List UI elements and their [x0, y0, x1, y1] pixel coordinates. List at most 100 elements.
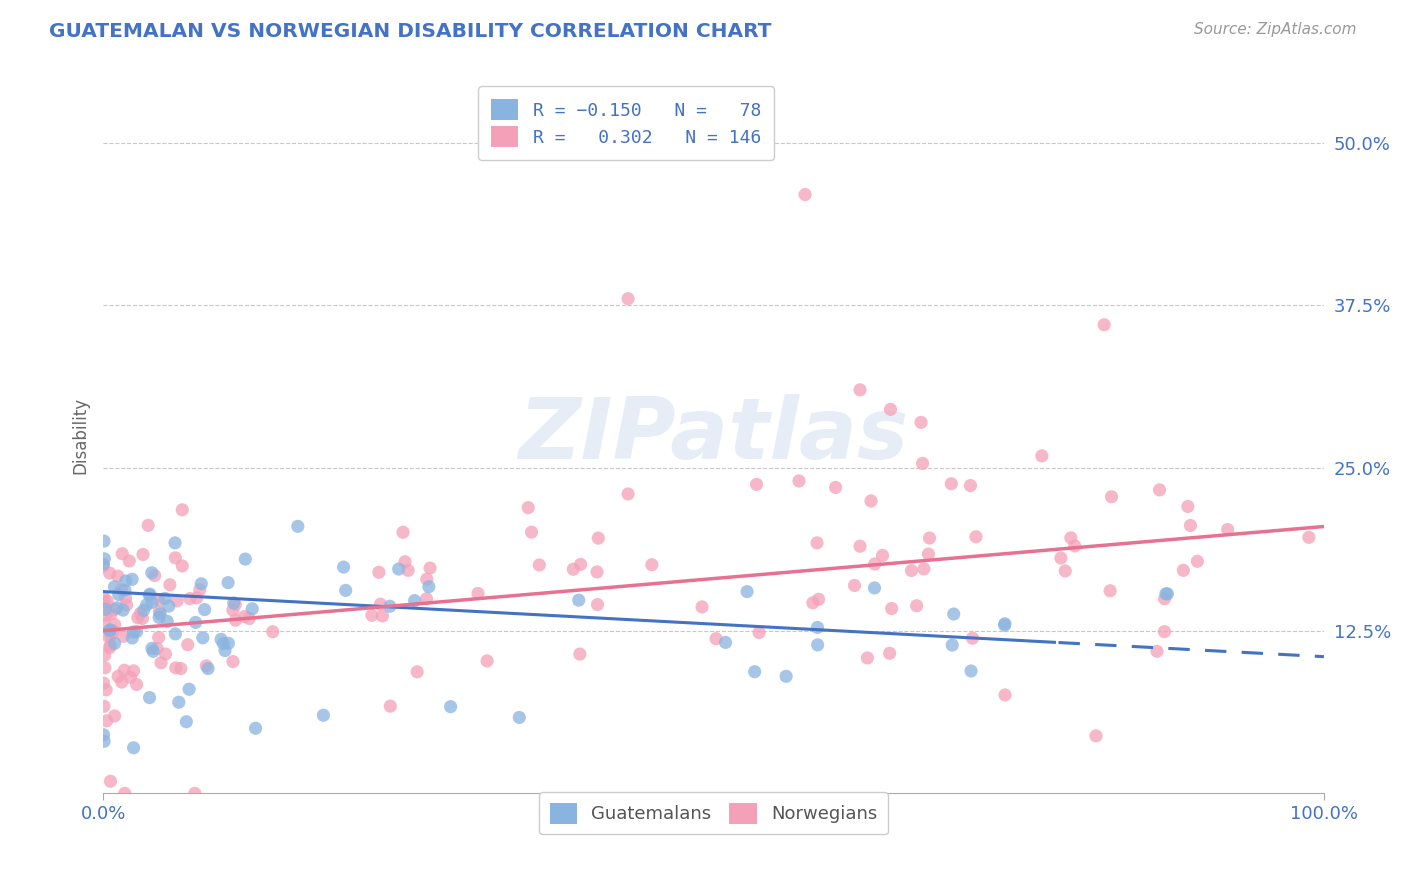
Point [787, 474, 810, 488]
Point [617, 487, 640, 501]
Point [194, 602, 217, 616]
Point [849, 383, 872, 397]
Point [806, 536, 828, 550]
Point [94, 602, 117, 616]
Point [98, 566, 121, 580]
Point [942, 607, 965, 621]
Point [176, 714, 198, 729]
Point [222, 596, 245, 610]
Point [1031, 449, 1053, 463]
Point [475, 654, 498, 668]
Point [136, 518, 159, 533]
Point [748, 625, 770, 640]
Point [225, 613, 247, 627]
Point [165, 627, 187, 641]
Point [912, 562, 935, 576]
Point [1156, 587, 1178, 601]
Point [641, 558, 664, 572]
Point [962, 631, 984, 645]
Point [179, 682, 201, 697]
Point [157, 599, 180, 614]
Point [93, 617, 115, 632]
Point [222, 655, 245, 669]
Point [238, 611, 260, 625]
Point [103, 580, 125, 594]
Point [138, 588, 160, 602]
Point [150, 656, 173, 670]
Point [94, 608, 117, 623]
Point [520, 525, 543, 540]
Point [287, 519, 309, 533]
Point [879, 402, 901, 417]
Point [214, 643, 236, 657]
Point [1187, 554, 1209, 568]
Point [107, 569, 129, 583]
Point [775, 669, 797, 683]
Point [114, 583, 136, 598]
Point [122, 740, 145, 755]
Point [1153, 591, 1175, 606]
Point [188, 582, 211, 597]
Point [911, 457, 934, 471]
Point [101, 624, 124, 638]
Point [125, 624, 148, 639]
Point [107, 669, 129, 683]
Point [184, 786, 207, 800]
Point [905, 599, 928, 613]
Point [418, 580, 440, 594]
Point [863, 557, 886, 571]
Point [179, 591, 201, 606]
Point [148, 593, 170, 607]
Point [262, 624, 284, 639]
Point [233, 552, 256, 566]
Point [529, 558, 551, 572]
Point [941, 476, 963, 491]
Point [184, 615, 207, 630]
Point [568, 593, 591, 607]
Point [114, 591, 136, 605]
Point [100, 623, 122, 637]
Point [112, 629, 135, 643]
Point [191, 631, 214, 645]
Point [824, 480, 846, 494]
Point [1099, 583, 1122, 598]
Point [586, 565, 609, 579]
Point [994, 688, 1017, 702]
Point [863, 581, 886, 595]
Point [1173, 563, 1195, 577]
Point [1054, 564, 1077, 578]
Point [1146, 644, 1168, 658]
Point [148, 605, 170, 619]
Point [918, 531, 941, 545]
Point [1050, 551, 1073, 566]
Point [1149, 483, 1171, 497]
Point [794, 187, 817, 202]
Point [127, 611, 149, 625]
Point [1101, 490, 1123, 504]
Point [704, 632, 727, 646]
Point [121, 572, 143, 586]
Point [91, 559, 114, 574]
Point [880, 601, 903, 615]
Point [104, 617, 127, 632]
Point [172, 558, 194, 573]
Point [94, 661, 117, 675]
Point [959, 478, 981, 492]
Point [569, 558, 592, 572]
Point [807, 638, 830, 652]
Point [190, 576, 212, 591]
Point [146, 641, 169, 656]
Point [114, 786, 136, 800]
Point [114, 574, 136, 588]
Point [245, 721, 267, 735]
Point [165, 550, 187, 565]
Point [141, 566, 163, 580]
Point [1216, 523, 1239, 537]
Point [111, 547, 134, 561]
Point [100, 607, 122, 621]
Point [98, 624, 121, 638]
Point [118, 554, 141, 568]
Point [1177, 500, 1199, 514]
Point [217, 636, 239, 650]
Point [360, 608, 382, 623]
